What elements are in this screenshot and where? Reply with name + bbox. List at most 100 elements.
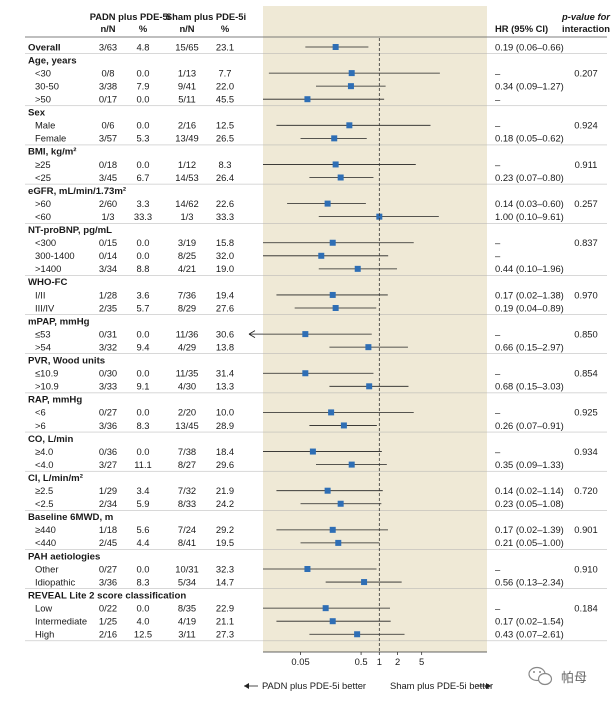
rows: Overall 3/63 4.8 15/65 23.1 0.19 (0.06–0.66) A… bbox=[25, 41, 607, 642]
hr-ci-cell: 0.26 (0.07–0.91) bbox=[495, 420, 564, 431]
hr-point bbox=[302, 331, 309, 338]
x-axis: 0.05 0.5 1 2 5 bbox=[263, 38, 487, 667]
row-label: PAH aetiologies bbox=[28, 551, 100, 562]
hr-point bbox=[354, 265, 361, 272]
hr-ci-cell: – bbox=[495, 67, 501, 78]
padn-events-cell: 2/35 bbox=[99, 302, 117, 313]
pvalue-cell: 0.207 bbox=[574, 67, 597, 78]
table-row: ≤53 0/31 0.0 11/36 30.6 – 0.850 bbox=[35, 328, 598, 339]
hr-point bbox=[304, 96, 311, 103]
table-row: <60 1/3 33.3 1/3 33.3 1.00 (0.10–9.61) bbox=[35, 211, 564, 222]
hr-ci-cell: 0.14 (0.03–0.60) bbox=[495, 198, 564, 209]
sham-events-cell: 1/13 bbox=[178, 67, 196, 78]
sham-pct-cell: 29.6 bbox=[216, 459, 234, 470]
table-row: ≥25 0/18 0.0 1/12 8.3 – 0.911 bbox=[35, 159, 597, 170]
hr-ci-cell: – bbox=[495, 563, 501, 574]
padn-pct-cell: 3.4 bbox=[136, 485, 149, 496]
table-row: High 2/16 12.5 3/11 27.3 0.43 (0.07–2.61) bbox=[35, 629, 564, 640]
row-label: mPAP, mmHg bbox=[28, 316, 90, 327]
hr-ci-cell: – bbox=[495, 120, 501, 131]
padn-events-cell: 0/15 bbox=[99, 237, 117, 248]
sham-pct-cell: 12.5 bbox=[216, 120, 234, 131]
table-row: <440 2/45 4.4 8/41 19.5 0.21 (0.05–1.00) bbox=[35, 537, 564, 548]
sham-pct-cell: 28.9 bbox=[216, 420, 234, 431]
hr-point bbox=[348, 70, 355, 77]
hr-ci-cell: 1.00 (0.10–9.61) bbox=[495, 211, 564, 222]
sham-events-cell: 14/53 bbox=[175, 172, 198, 183]
pvalue-cell: 0.901 bbox=[574, 524, 597, 535]
padn-pct-cell: 5.9 bbox=[136, 498, 149, 509]
padn-pct-cell: 7.9 bbox=[136, 80, 149, 91]
padn-pct-cell: 0.0 bbox=[136, 563, 149, 574]
sham-events-cell: 1/12 bbox=[178, 159, 196, 170]
sham-events-cell: 11/35 bbox=[176, 368, 199, 379]
pvalue-cell: 0.837 bbox=[574, 237, 597, 248]
padn-events-cell: 0/27 bbox=[99, 563, 117, 574]
row-label: WHO-FC bbox=[28, 277, 68, 288]
padn-pct-cell: 5.7 bbox=[136, 302, 149, 313]
padn-events-cell: 3/63 bbox=[99, 41, 117, 52]
subgroup-header-row: eGFR, mL/min/1.73m² bbox=[28, 186, 126, 197]
plot-panel-background bbox=[263, 6, 487, 652]
sham-pct-cell: 27.6 bbox=[216, 302, 234, 313]
hr-point bbox=[329, 291, 336, 298]
sham-pct-cell: 21.9 bbox=[216, 485, 234, 496]
padn-events-cell: 1/25 bbox=[99, 616, 117, 627]
row-label: Low bbox=[35, 602, 52, 613]
watermark-text: 帕母 bbox=[561, 671, 587, 686]
hr-ci-cell: 0.17 (0.02–1.54) bbox=[495, 616, 564, 627]
hr-point bbox=[332, 44, 339, 50]
padn-pct-cell: 9.1 bbox=[136, 381, 149, 392]
sham-events-cell: 8/25 bbox=[178, 250, 196, 261]
subgroup-header-row: NT-proBNP, pg/mL bbox=[28, 225, 112, 236]
hr-point bbox=[332, 305, 339, 311]
header-padn-pct: % bbox=[139, 23, 148, 34]
padn-pct-cell: 12.5 bbox=[134, 629, 152, 640]
x-tick-label: 0.05 bbox=[291, 656, 309, 667]
x-tick-label: 2 bbox=[395, 656, 400, 667]
footer: PADN plus PDE-5i better Sham plus PDE-5i… bbox=[244, 680, 493, 691]
padn-events-cell: 0/27 bbox=[99, 407, 117, 418]
header-pval-line1: p-value for bbox=[561, 11, 611, 22]
sham-events-cell: 8/27 bbox=[178, 459, 196, 470]
hr-ci-cell: – bbox=[495, 446, 501, 457]
pvalue-cell: 0.911 bbox=[575, 159, 598, 170]
row-label: ≥440 bbox=[35, 524, 56, 535]
padn-events-cell: 2/45 bbox=[99, 537, 117, 548]
padn-events-cell: 3/36 bbox=[99, 576, 117, 587]
sham-pct-cell: 13.3 bbox=[216, 381, 234, 392]
padn-events-cell: 3/57 bbox=[99, 133, 117, 144]
padn-events-cell: 1/18 bbox=[99, 524, 117, 535]
row-label: >60 bbox=[35, 198, 51, 209]
row-label: ≥25 bbox=[35, 159, 51, 170]
padn-pct-cell: 0.0 bbox=[136, 67, 149, 78]
hr-ci-cell: 0.68 (0.15–3.03) bbox=[495, 381, 564, 392]
row-label: >1400 bbox=[35, 263, 61, 274]
row-label: <4.0 bbox=[35, 459, 54, 470]
sham-pct-cell: 15.8 bbox=[216, 237, 234, 248]
hr-ci-cell: 0.44 (0.10–1.96) bbox=[495, 263, 564, 274]
sham-events-cell: 10/31 bbox=[175, 563, 198, 574]
hr-ci-cell: – bbox=[495, 368, 501, 379]
padn-events-cell: 3/34 bbox=[99, 263, 117, 274]
pvalue-cell: 0.925 bbox=[574, 407, 597, 418]
table-row: >6 3/36 8.3 13/45 28.9 0.26 (0.07–0.91) bbox=[35, 420, 564, 431]
padn-events-cell: 1/28 bbox=[99, 289, 117, 300]
hr-point bbox=[337, 174, 344, 181]
sham-pct-cell: 31.4 bbox=[216, 368, 234, 379]
row-label: Male bbox=[35, 120, 55, 131]
row-label: ≤53 bbox=[35, 328, 51, 339]
hr-ci-cell: 0.34 (0.09–1.27) bbox=[495, 80, 564, 91]
padn-events-cell: 0/18 bbox=[99, 159, 117, 170]
hr-point bbox=[302, 370, 309, 377]
padn-pct-cell: 4.0 bbox=[136, 616, 149, 627]
padn-events-cell: 0/6 bbox=[101, 120, 114, 131]
subgroup-header-row: Sex bbox=[28, 108, 46, 119]
hr-point bbox=[329, 526, 336, 533]
pvalue-cell: 0.910 bbox=[574, 563, 597, 574]
padn-events-cell: 0/14 bbox=[99, 250, 117, 261]
row-label: <300 bbox=[35, 237, 56, 248]
sham-pct-cell: 22.0 bbox=[216, 80, 234, 91]
padn-pct-cell: 6.7 bbox=[136, 172, 149, 183]
